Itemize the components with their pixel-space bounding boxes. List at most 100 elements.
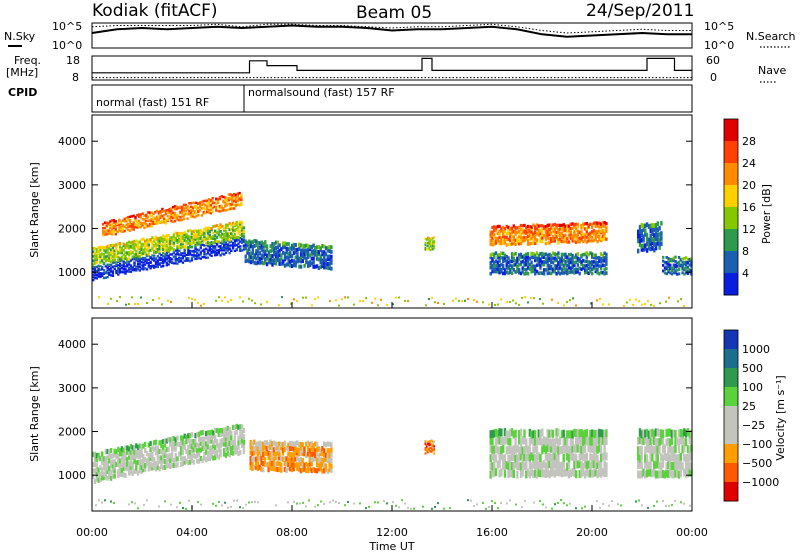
- near-range-cell: [158, 505, 160, 508]
- range-cell-0-33-2: [151, 456, 154, 462]
- near-range-cell: [422, 505, 424, 508]
- range-cell-7-0-4: [637, 229, 640, 235]
- range-cell-0-35-4: [154, 257, 158, 260]
- range-cell-3-35-1: [307, 261, 310, 266]
- range-cell-1-57-3: [194, 235, 197, 239]
- range-cell-1-55-3: [190, 235, 194, 239]
- near-range-cell: [254, 302, 256, 305]
- range-cell-3-50-1: [578, 460, 581, 469]
- range-cell-0-43-3: [169, 257, 172, 260]
- range-cell-0-29-1: [144, 463, 147, 469]
- range-cell-2-7-2: [433, 447, 436, 451]
- range-cell-4-0-0: [637, 470, 640, 479]
- range-cell-1-53-1: [187, 241, 190, 245]
- range-cell-0-37-4: [158, 256, 161, 259]
- range-cell-2-25-2: [146, 219, 150, 223]
- range-cell-6-6-5: [500, 227, 503, 231]
- range-cell-5-32-5: [546, 253, 549, 258]
- range-cell-2-48-2: [188, 210, 191, 213]
- range-cell-2-7-5: [433, 441, 436, 444]
- range-cell-3-42-0: [319, 265, 322, 270]
- range-cell-1-59-0: [197, 242, 201, 246]
- range-cell-6-24-3: [532, 232, 535, 236]
- near-range-cell: [437, 502, 439, 505]
- range-cell-1-30-4: [145, 240, 149, 244]
- near-range-cell: [494, 304, 496, 306]
- range-cell-5-52-5: [582, 252, 585, 257]
- range-cell-3-51-0: [580, 469, 583, 478]
- range-cell-4-4-1: [644, 460, 647, 469]
- range-cell-0-17-1: [122, 465, 125, 471]
- range-cell-3-62-4: [599, 437, 603, 446]
- range-cell-0-8-1: [106, 272, 109, 275]
- range-cell-1-11-0: [269, 465, 272, 471]
- range-cell-0-73-5: [223, 240, 226, 243]
- range-cell-2-46-5: [184, 203, 187, 207]
- range-cell-5-23-0: [530, 269, 533, 274]
- range-cell-6-1-5: [491, 226, 494, 230]
- range-cell-0-29-2: [144, 263, 147, 266]
- range-cell-4-7-2: [433, 242, 436, 246]
- range-cell-1-29-4: [144, 242, 147, 246]
- range-cell-0-53-2: [187, 448, 190, 454]
- nsky-label: N.Sky: [4, 30, 36, 43]
- range-cell-6-3-5: [494, 226, 498, 230]
- range-cell-3-33-4: [548, 438, 551, 447]
- range-cell-0-54-0: [188, 459, 192, 465]
- range-cell-3-17-1: [274, 257, 278, 262]
- range-cell-0-25-2: [136, 459, 140, 465]
- range-cell-3-62-1: [599, 461, 603, 470]
- range-cell-0-30-0: [145, 268, 149, 271]
- range-cell-0-26-0: [138, 467, 141, 473]
- range-cell-5-58-2: [592, 264, 596, 269]
- near-range-cell: [131, 501, 133, 504]
- range-cell-1-45-3: [330, 452, 333, 458]
- range-cell-4-1-4: [638, 436, 642, 445]
- range-cell-0-31-5: [147, 442, 150, 448]
- range-cell-0-64-3: [206, 439, 210, 445]
- range-cell-1-29-0: [144, 252, 147, 256]
- range-cell-2-3-2: [428, 447, 431, 450]
- range-cell-8-5-0: [670, 272, 674, 276]
- range-cell-3-4-1: [496, 460, 499, 469]
- range-cell-3-13-3: [267, 250, 271, 255]
- range-cell-1-35-1: [154, 247, 158, 250]
- range-cell-0-80-1: [235, 445, 238, 451]
- range-cell-4-6-5: [647, 430, 650, 439]
- range-cell-0-5-4: [101, 455, 104, 461]
- range-cell-3-47-1: [328, 262, 331, 266]
- range-cell-5-5-1: [498, 267, 501, 272]
- range-cell-5-26-0: [535, 269, 539, 274]
- range-cell-5-11-0: [509, 270, 512, 275]
- range-cell-8-16-5: [690, 257, 693, 261]
- range-cell-0-60-2: [199, 447, 202, 453]
- range-cell-8-1-4: [663, 260, 667, 264]
- range-cell-1-39-1: [162, 248, 165, 251]
- range-cell-5-29-0: [541, 271, 544, 275]
- range-cell-0-43-4: [169, 441, 172, 447]
- range-cell-1-1-3: [93, 254, 97, 257]
- range-cell-0-29-5: [144, 441, 147, 447]
- range-cell-0-47-5: [176, 435, 179, 441]
- range-cell-0-12-1: [113, 467, 116, 473]
- range-cell-6-30-5: [542, 225, 546, 229]
- range-cell-0-19-1: [126, 269, 129, 272]
- range-cell-6-60-1: [596, 234, 599, 238]
- range-cell-0-45-0: [172, 462, 176, 468]
- range-cell-3-40-0: [560, 469, 564, 478]
- range-cell-4-21-2: [674, 454, 677, 463]
- range-cell-0-2-2: [95, 466, 98, 472]
- range-cell-2-57-3: [204, 204, 207, 207]
- range-cell-1-21-4: [129, 244, 133, 248]
- time-tick-label: 04:00: [176, 526, 208, 539]
- range-cell-1-42-0: [324, 466, 328, 472]
- range-cell-5-43-4: [566, 255, 569, 259]
- range-cell-1-33-2: [151, 246, 154, 250]
- range-cell-2-43-4: [179, 206, 182, 210]
- range-cell-0-71-2: [219, 442, 222, 448]
- range-cell-3-65-5: [605, 429, 608, 438]
- range-cell-3-41-0: [317, 266, 321, 270]
- range-cell-1-43-0: [326, 468, 329, 474]
- range-cell-3-36-2: [553, 452, 556, 461]
- range-cell-4-19-0: [670, 470, 674, 479]
